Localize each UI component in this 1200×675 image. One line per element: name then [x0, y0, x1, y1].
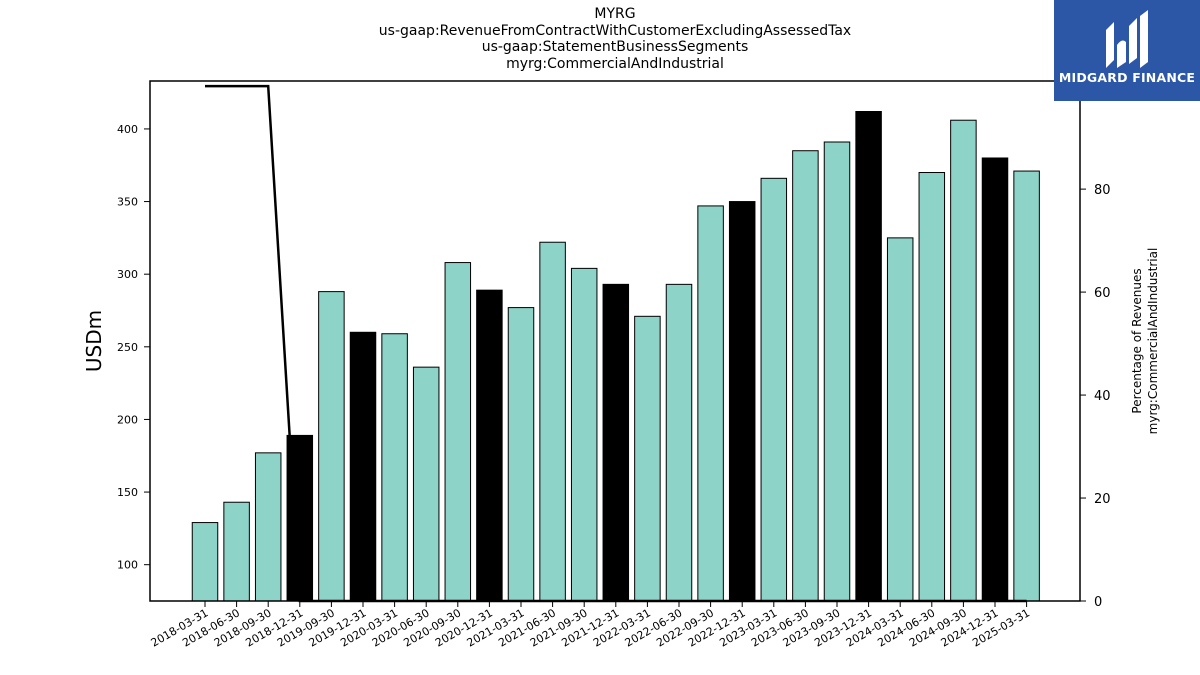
y2-axis-label: Percentage of Revenues — [1130, 268, 1144, 413]
y2-tick-label: 80 — [1094, 183, 1111, 198]
bar — [634, 315, 661, 602]
bar — [444, 262, 472, 602]
bar — [886, 237, 914, 602]
bar — [1013, 170, 1040, 602]
bar — [412, 366, 440, 602]
y2-tick-label: 20 — [1094, 492, 1111, 507]
bar — [823, 141, 851, 602]
bar — [981, 157, 1009, 602]
plot-frame — [149, 80, 1081, 602]
bar — [381, 333, 408, 602]
bar — [349, 331, 377, 602]
y-axis-label: USDm — [82, 310, 106, 372]
bar — [539, 241, 566, 602]
bar — [728, 201, 756, 602]
bar — [318, 291, 345, 602]
bar — [223, 501, 250, 602]
bar — [792, 150, 819, 602]
title-line-member: myrg:CommercialAndIndustrial — [506, 56, 724, 72]
bar — [602, 283, 630, 602]
bar — [476, 289, 503, 602]
y-tick-label: 200 — [117, 413, 138, 426]
title-line-ticker: MYRG — [594, 6, 636, 22]
bar — [570, 267, 598, 602]
bar — [191, 522, 219, 602]
title-line-axis: us-gaap:StatementBusinessSegments — [481, 39, 749, 55]
bar — [918, 172, 946, 602]
y-tick-label: 350 — [117, 196, 138, 209]
bar — [760, 177, 788, 602]
bar — [507, 307, 535, 602]
bar — [254, 452, 282, 602]
midgard-logo-icon — [1106, 10, 1148, 68]
y-tick-label: 250 — [117, 341, 138, 354]
y2-tick-label: 60 — [1094, 286, 1111, 301]
y2-tick-label: 40 — [1094, 389, 1111, 404]
y2-tick-label: 0 — [1094, 595, 1102, 610]
y2-axis-label: myrg:CommercialAndIndustrial — [1146, 248, 1160, 435]
title-line-concept: us-gaap:RevenueFromContractWithCustomerE… — [378, 23, 852, 39]
bar — [855, 111, 882, 602]
bar — [665, 283, 693, 602]
bar — [697, 205, 724, 602]
bar — [950, 119, 977, 602]
midgard-finance-logo: MIDGARD FINANCE — [1054, 0, 1200, 101]
y-tick-label: 400 — [117, 123, 138, 136]
logo-text: MIDGARD FINANCE — [1058, 70, 1196, 85]
y-tick-label: 300 — [117, 268, 138, 281]
y-tick-label: 100 — [117, 559, 138, 572]
y-tick-label: 150 — [117, 486, 138, 499]
